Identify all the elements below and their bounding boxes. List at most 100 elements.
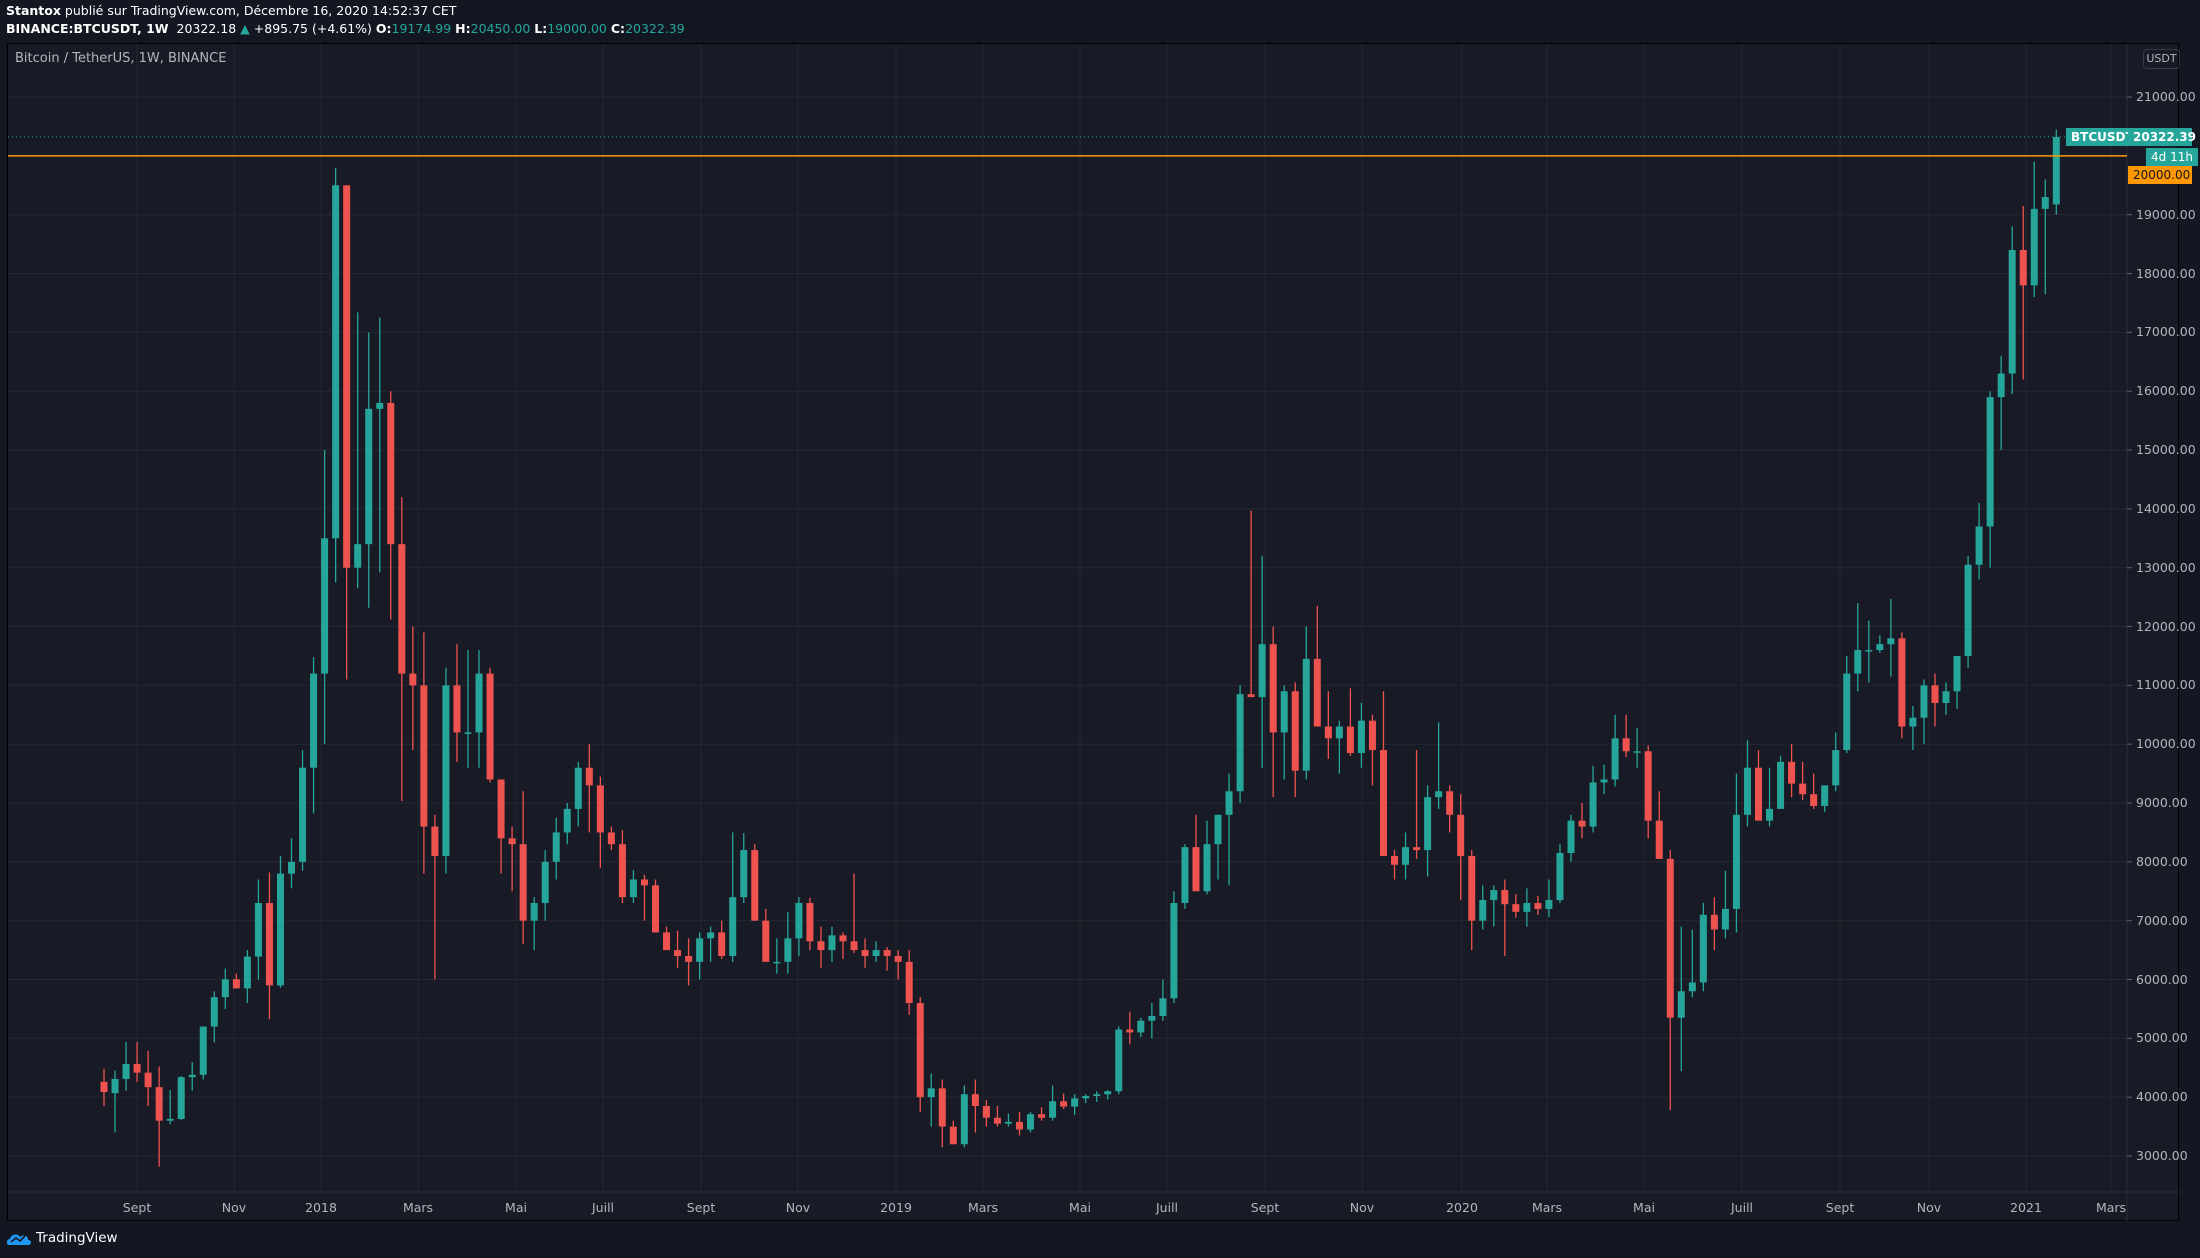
candle bbox=[696, 932, 704, 980]
candle bbox=[1655, 791, 1663, 859]
candle bbox=[817, 926, 825, 968]
candle bbox=[1115, 1026, 1123, 1095]
candle bbox=[751, 844, 759, 921]
candle bbox=[1600, 764, 1608, 795]
candle bbox=[354, 312, 362, 589]
candle bbox=[685, 938, 693, 986]
candle bbox=[409, 626, 417, 751]
candle bbox=[2041, 179, 2049, 295]
candle bbox=[276, 855, 284, 988]
candle bbox=[1137, 1017, 1145, 1038]
candle bbox=[1049, 1085, 1057, 1121]
candle bbox=[1335, 720, 1343, 774]
level-line-tag: 20000.00 bbox=[2128, 166, 2192, 184]
brand-name: TradingView bbox=[36, 1230, 118, 1246]
candle bbox=[508, 826, 516, 892]
time-tick-label: 2018 bbox=[305, 1200, 337, 1215]
candle bbox=[1247, 510, 1255, 698]
tradingview-logo[interactable]: TradingView bbox=[6, 1230, 118, 1246]
candle bbox=[1391, 850, 1399, 880]
currency-badge[interactable]: USDT bbox=[2143, 49, 2180, 69]
symbol-timeframe: BINANCE:BTCUSDT, 1W bbox=[6, 21, 169, 36]
candle bbox=[1644, 745, 1652, 839]
time-tick-label: Juill bbox=[1730, 1200, 1754, 1215]
chart-frame[interactable] bbox=[7, 43, 2179, 1221]
time-tick-label: Mars bbox=[967, 1200, 999, 1215]
candle bbox=[1821, 785, 1829, 812]
candle bbox=[1181, 844, 1189, 909]
candle bbox=[1567, 814, 1575, 862]
candle bbox=[1148, 1003, 1156, 1039]
candle bbox=[1556, 844, 1564, 904]
candle bbox=[1942, 682, 1950, 715]
time-tick-label: Nov bbox=[785, 1200, 811, 1215]
time-tick-label: Mai bbox=[505, 1200, 527, 1215]
candle bbox=[398, 497, 406, 801]
candle bbox=[431, 814, 439, 980]
author-name[interactable]: Stantox bbox=[6, 3, 61, 18]
candle bbox=[155, 1066, 163, 1167]
candle bbox=[1545, 879, 1553, 918]
candle bbox=[1324, 691, 1332, 759]
candle bbox=[1170, 891, 1178, 1004]
candle bbox=[1501, 879, 1509, 956]
time-tick-label: Sept bbox=[1250, 1200, 1280, 1215]
candle bbox=[927, 1073, 935, 1127]
price-tick-label: 10000.00 bbox=[2136, 736, 2196, 752]
low-label: L: bbox=[534, 21, 548, 36]
candle bbox=[1038, 1107, 1046, 1121]
candle bbox=[850, 873, 858, 954]
candle bbox=[1093, 1091, 1101, 1102]
price-tick-label: 8000.00 bbox=[2136, 853, 2188, 869]
price-tick-label: 18000.00 bbox=[2136, 265, 2196, 281]
candle bbox=[1313, 605, 1321, 727]
time-tick-label: Mars bbox=[1531, 1200, 1563, 1215]
candle bbox=[1346, 688, 1354, 756]
open-label: O: bbox=[375, 21, 392, 36]
candle bbox=[574, 761, 582, 827]
price-tick-label: 15000.00 bbox=[2136, 442, 2196, 458]
candle bbox=[1468, 850, 1476, 951]
candle bbox=[1909, 705, 1917, 751]
candle bbox=[1997, 355, 2005, 451]
candle bbox=[1413, 750, 1421, 859]
candle bbox=[1457, 794, 1465, 901]
price-tick-label: 17000.00 bbox=[2136, 324, 2196, 340]
candle bbox=[1876, 635, 1884, 654]
candle bbox=[1192, 814, 1200, 892]
candle bbox=[1368, 714, 1376, 786]
candle bbox=[1622, 714, 1630, 758]
candle bbox=[1953, 655, 1961, 709]
price-tick-label: 12000.00 bbox=[2136, 618, 2196, 634]
candle bbox=[1291, 682, 1299, 798]
candle bbox=[1865, 620, 1873, 683]
symbol-tag: BTCUSDT bbox=[2066, 128, 2139, 146]
candle bbox=[596, 776, 604, 868]
candle bbox=[1004, 1113, 1012, 1127]
candle bbox=[475, 650, 483, 768]
publish-text: publié sur TradingView.com, Décembre 16,… bbox=[60, 3, 457, 18]
price-tick-label: 14000.00 bbox=[2136, 500, 2196, 516]
up-arrow-icon: ▲ bbox=[240, 21, 250, 36]
candle bbox=[607, 826, 615, 851]
price-tick-label: 6000.00 bbox=[2136, 971, 2188, 987]
candle bbox=[442, 667, 450, 874]
candle bbox=[1357, 703, 1365, 768]
candle bbox=[1534, 895, 1542, 915]
candle bbox=[519, 791, 527, 945]
candle bbox=[1578, 803, 1586, 839]
price-tick-label: 5000.00 bbox=[2136, 1030, 2188, 1046]
candle bbox=[960, 1085, 968, 1148]
candle bbox=[795, 897, 803, 956]
candle bbox=[707, 926, 715, 962]
candle bbox=[982, 1100, 990, 1127]
countdown-tag: 4d 11h bbox=[2146, 148, 2198, 166]
price-tick-label: 4000.00 bbox=[2136, 1089, 2188, 1105]
candle bbox=[916, 997, 924, 1112]
candle bbox=[232, 973, 240, 989]
candle bbox=[464, 650, 472, 768]
candle bbox=[806, 897, 814, 951]
candle bbox=[1402, 832, 1410, 880]
candle bbox=[938, 1079, 946, 1148]
